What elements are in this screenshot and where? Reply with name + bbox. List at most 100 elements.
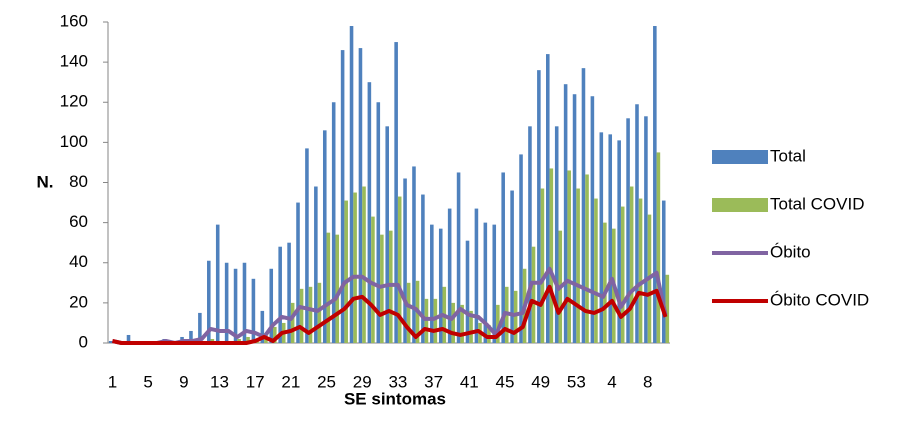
x-tick-label: 1 bbox=[108, 372, 117, 391]
x-tick-label: 25 bbox=[317, 372, 336, 391]
x-tick-label: 17 bbox=[246, 372, 265, 391]
bar bbox=[460, 304, 464, 343]
bar bbox=[108, 340, 113, 343]
bar bbox=[656, 152, 661, 343]
bar bbox=[371, 216, 375, 343]
bar bbox=[260, 310, 265, 343]
bar bbox=[322, 130, 327, 343]
bar bbox=[661, 200, 666, 343]
bar bbox=[519, 154, 523, 343]
y-tick-label: 0 bbox=[79, 332, 88, 351]
bar bbox=[367, 82, 372, 343]
bar bbox=[269, 268, 274, 343]
y-tick-label: 20 bbox=[69, 292, 88, 311]
bar bbox=[296, 202, 300, 343]
bar bbox=[563, 84, 568, 343]
bar bbox=[278, 246, 282, 343]
x-tick-label: 45 bbox=[496, 372, 515, 391]
bar bbox=[189, 330, 193, 343]
x-tick-label: 29 bbox=[353, 372, 372, 391]
bar bbox=[549, 168, 554, 343]
legend-swatch bbox=[712, 150, 768, 164]
bar bbox=[585, 174, 589, 343]
bar bbox=[331, 102, 336, 343]
bar bbox=[358, 48, 363, 344]
bar bbox=[126, 334, 131, 343]
bar bbox=[474, 208, 479, 343]
x-tick-label: 53 bbox=[567, 372, 586, 391]
bar bbox=[487, 324, 491, 343]
bar bbox=[340, 50, 345, 344]
line bbox=[112, 266, 668, 345]
bar bbox=[406, 282, 411, 343]
bar bbox=[540, 188, 545, 343]
bar bbox=[224, 262, 229, 343]
y-axis-label: N. bbox=[37, 172, 54, 191]
bar bbox=[424, 298, 429, 343]
bar bbox=[629, 186, 634, 343]
bar bbox=[326, 232, 331, 343]
bar bbox=[317, 282, 322, 343]
bar bbox=[380, 234, 384, 343]
bar bbox=[510, 190, 514, 343]
bar bbox=[581, 68, 586, 344]
bar bbox=[273, 326, 277, 343]
bar bbox=[251, 278, 256, 343]
bar bbox=[554, 126, 559, 343]
bar bbox=[215, 224, 220, 343]
bar bbox=[353, 192, 357, 343]
bar bbox=[430, 224, 434, 343]
bar bbox=[531, 246, 536, 343]
line bbox=[112, 284, 668, 345]
bar bbox=[492, 224, 497, 343]
y-tick-label: 80 bbox=[69, 172, 88, 191]
bar bbox=[233, 268, 238, 343]
bar bbox=[385, 126, 389, 343]
bar bbox=[403, 178, 407, 343]
y-tick-label: 160 bbox=[60, 11, 88, 30]
legend-label: Óbito COVID bbox=[770, 290, 869, 309]
y-tick-label: 100 bbox=[60, 132, 88, 151]
bar bbox=[305, 148, 309, 343]
bar bbox=[242, 262, 247, 343]
bar bbox=[576, 188, 580, 343]
x-tick-label: 13 bbox=[210, 372, 229, 391]
bar bbox=[314, 186, 318, 343]
y-tick-label: 120 bbox=[60, 92, 88, 111]
bar bbox=[198, 312, 202, 343]
bar bbox=[653, 26, 657, 343]
bar bbox=[501, 172, 505, 343]
bar bbox=[447, 208, 452, 343]
x-tick-label: 33 bbox=[388, 372, 407, 391]
x-tick-label: 8 bbox=[643, 372, 652, 391]
bar bbox=[433, 298, 438, 343]
bar bbox=[308, 286, 313, 343]
bar bbox=[572, 94, 577, 343]
x-tick-label: 37 bbox=[424, 372, 443, 391]
bar bbox=[603, 222, 607, 343]
bar bbox=[246, 336, 250, 343]
y-tick-label: 140 bbox=[60, 52, 88, 71]
x-tick-label: 49 bbox=[531, 372, 550, 391]
bar bbox=[421, 194, 425, 343]
x-tick-label: 9 bbox=[179, 372, 188, 391]
x-tick-label: 4 bbox=[607, 372, 616, 391]
bar bbox=[537, 70, 541, 344]
bar bbox=[207, 260, 211, 343]
bar bbox=[513, 290, 518, 343]
bar bbox=[635, 104, 639, 343]
bar bbox=[620, 206, 625, 343]
bar bbox=[483, 222, 488, 343]
bar bbox=[344, 200, 348, 343]
bar bbox=[546, 54, 550, 343]
bar bbox=[290, 302, 295, 343]
bar bbox=[567, 170, 571, 343]
x-tick-label: 21 bbox=[281, 372, 300, 391]
bar bbox=[590, 96, 595, 343]
legend-label: Total COVID bbox=[770, 194, 864, 213]
x-axis-label: SE sintomas bbox=[344, 389, 446, 408]
y-tick-label: 40 bbox=[69, 252, 88, 271]
x-tick-label: 41 bbox=[460, 372, 479, 391]
bar bbox=[438, 228, 443, 343]
